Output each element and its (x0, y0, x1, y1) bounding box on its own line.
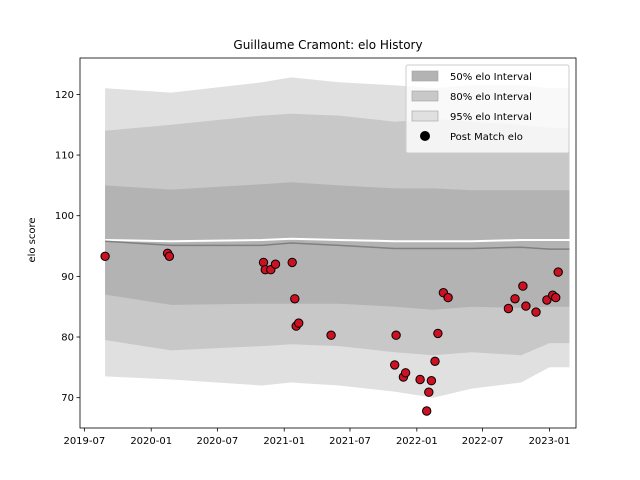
elo-point (503, 303, 514, 314)
elo-point (531, 307, 541, 317)
y-tick-label: 110 (55, 151, 74, 162)
legend-swatch (411, 110, 439, 122)
elo-point (415, 374, 425, 385)
elo-point (270, 259, 281, 269)
post-match-points (100, 248, 563, 416)
elo-point (426, 376, 437, 386)
median-lines (105, 237, 570, 250)
y-axis-label: elo score (27, 217, 38, 262)
legend-label: 80% elo Interval (450, 92, 532, 103)
elo-point (164, 251, 175, 261)
y-tick-label: 120 (55, 90, 74, 101)
elo-point (443, 292, 453, 303)
y-axis: 70 80 90 100 110 120 (55, 90, 80, 404)
elo-point (100, 251, 110, 261)
y-tick-label: 70 (61, 393, 74, 404)
legend: 50% elo Interval 80% elo Interval 95% elo … (405, 64, 570, 154)
median-line (105, 240, 570, 250)
elo-point (551, 292, 561, 303)
legend-box (405, 64, 570, 154)
elo-point (424, 387, 434, 397)
elo-point (390, 360, 400, 370)
elo-point (422, 406, 432, 416)
elo-point (287, 257, 297, 268)
x-axis: 2019-07 2020-01 2020-07 2021-01 2021-07 2022-… (63, 428, 570, 447)
x-tick-label: 2022-07 (462, 436, 504, 447)
x-tick-label: 2019-07 (63, 436, 105, 447)
elo-point (553, 267, 563, 277)
legend-swatch (411, 70, 439, 82)
elo-point (430, 356, 440, 366)
elo-point (510, 294, 520, 304)
legend-swatch (411, 90, 439, 102)
legend-label: Post Match elo (450, 132, 523, 143)
elo-point (433, 328, 443, 339)
legend-marker (420, 131, 430, 141)
y-tick-label: 80 (61, 333, 74, 344)
plot-frame (79, 57, 577, 429)
elo-point (391, 330, 401, 340)
elo-point (521, 301, 531, 311)
upper-median-line (105, 237, 570, 243)
legend-label: 95% elo Interval (450, 112, 532, 123)
x-tick-label: 2022-01 (396, 436, 438, 447)
x-tick-label: 2020-07 (196, 436, 238, 447)
x-tick-label: 2020-01 (130, 436, 172, 447)
x-tick-label: 2021-07 (329, 436, 371, 447)
chart-title: Guillaume Cramont: elo History (233, 38, 422, 52)
y-tick-label: 100 (55, 211, 74, 222)
legend-label: 50% elo Interval (450, 72, 532, 83)
elo-point (326, 330, 336, 340)
elo-point (518, 281, 528, 291)
elo-point (294, 318, 304, 328)
interval-bands (105, 77, 570, 398)
elo-point (290, 294, 300, 304)
x-tick-label: 2023-01 (529, 436, 571, 447)
elo-point (400, 368, 411, 378)
x-tick-label: 2021-01 (263, 436, 305, 447)
y-tick-label: 90 (61, 272, 74, 283)
